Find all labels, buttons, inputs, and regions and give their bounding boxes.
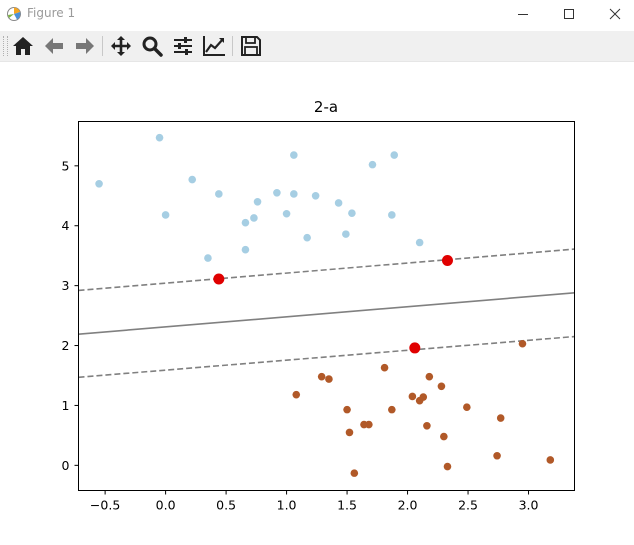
x-tick-label: 1.0 bbox=[277, 498, 297, 513]
y-tick-label: 3 bbox=[62, 278, 70, 293]
y-tick-label: 2 bbox=[62, 338, 70, 353]
class-a-point bbox=[241, 218, 250, 227]
toolbar-separator bbox=[232, 36, 233, 56]
class-b-point bbox=[365, 420, 373, 429]
class-a-point bbox=[282, 209, 291, 218]
maximize-button[interactable] bbox=[546, 0, 592, 28]
sliders-icon bbox=[174, 37, 192, 55]
navigation-toolbar bbox=[0, 31, 634, 62]
class-b-point bbox=[343, 405, 351, 414]
class-a-point bbox=[290, 190, 298, 198]
support-vector-point bbox=[409, 342, 421, 354]
floppy-disk-icon bbox=[241, 36, 261, 56]
matplotlib-logo-icon bbox=[7, 7, 21, 21]
arrow-right-icon bbox=[76, 38, 94, 54]
line-chart-icon bbox=[203, 36, 225, 56]
minimize-icon bbox=[518, 14, 528, 15]
x-tick-label: −0.5 bbox=[90, 498, 120, 513]
save-button[interactable] bbox=[238, 34, 264, 58]
tick-layer: −0.5 0.0 0.5 1.0 1.5 2.0 2.5 3.0 0 1 2 3 4 5 bbox=[62, 158, 539, 512]
margin-line-upper bbox=[78, 248, 575, 292]
subplots-button[interactable] bbox=[170, 34, 196, 58]
x-tick-label: 3.0 bbox=[519, 498, 539, 513]
y-tick-label: 5 bbox=[62, 158, 70, 173]
window-title: Figure 1 bbox=[27, 6, 76, 20]
class-a-point bbox=[342, 230, 350, 238]
class-a-point bbox=[161, 211, 170, 219]
x-tick-label: 1.5 bbox=[337, 498, 357, 513]
class-b-point bbox=[437, 382, 446, 391]
class-b-point bbox=[419, 393, 428, 401]
class-a-point bbox=[273, 188, 281, 197]
class-b-point bbox=[292, 390, 301, 399]
move-icon bbox=[111, 36, 131, 56]
class-a-point bbox=[253, 197, 262, 206]
y-tick-label: 1 bbox=[62, 398, 70, 413]
class-b-point bbox=[325, 375, 333, 383]
class-a-point bbox=[368, 160, 377, 169]
class-a-point bbox=[241, 245, 250, 254]
class-b-point bbox=[496, 414, 505, 422]
class-b-point bbox=[423, 422, 431, 430]
class-b-point bbox=[425, 372, 434, 381]
maximize-icon bbox=[564, 9, 574, 19]
home-icon bbox=[13, 37, 33, 55]
forward-button[interactable] bbox=[72, 34, 98, 58]
class-a-point bbox=[250, 214, 258, 222]
class-b-point bbox=[345, 428, 354, 437]
class-a-point bbox=[303, 233, 311, 242]
x-tick-label: 2.5 bbox=[458, 498, 478, 513]
home-button[interactable] bbox=[10, 34, 36, 58]
class-b-point bbox=[350, 469, 359, 477]
y-tick-label: 4 bbox=[62, 218, 70, 233]
class-b-point bbox=[463, 403, 471, 412]
chart-title: 2-a bbox=[314, 98, 338, 116]
plot-layer bbox=[78, 133, 575, 477]
magnifier-icon bbox=[142, 36, 163, 57]
margin-line-lower bbox=[78, 335, 575, 379]
class-b-point bbox=[317, 372, 326, 381]
close-icon bbox=[609, 8, 621, 20]
class-a-point bbox=[415, 238, 424, 247]
class-b-point bbox=[443, 462, 452, 471]
class-a-point bbox=[215, 190, 223, 198]
class-a-point bbox=[388, 211, 396, 219]
decision-boundary-line bbox=[78, 292, 575, 335]
zoom-button[interactable] bbox=[139, 34, 165, 58]
toolbar-grip bbox=[3, 36, 8, 56]
class-b-point bbox=[546, 456, 555, 464]
pan-button[interactable] bbox=[108, 34, 134, 58]
axes-frame bbox=[78, 121, 575, 491]
class-a-point bbox=[290, 151, 298, 159]
class-b-point bbox=[388, 405, 396, 414]
window-titlebar: Figure 1 bbox=[0, 0, 634, 28]
class-a-point bbox=[334, 199, 343, 207]
class-b-point bbox=[440, 432, 448, 441]
class-b-point bbox=[408, 392, 417, 401]
arrow-left-icon bbox=[45, 38, 63, 54]
toolbar-separator bbox=[102, 36, 103, 56]
class-b-point bbox=[518, 339, 527, 348]
class-a-point bbox=[348, 209, 356, 217]
back-button[interactable] bbox=[41, 34, 67, 58]
class-a-point bbox=[95, 179, 103, 188]
class-a-point bbox=[155, 133, 164, 142]
figure-canvas[interactable]: 2-a −0.5 0.0 0.5 1.0 1.5 2.0 2.5 3.0 0 1 2 3 4 5 bbox=[0, 62, 634, 541]
x-tick-label: 2.0 bbox=[398, 498, 418, 513]
minimize-button[interactable] bbox=[500, 0, 546, 28]
edit-axis-button[interactable] bbox=[201, 34, 227, 58]
x-tick-label: 0.5 bbox=[216, 498, 236, 513]
class-a-point bbox=[188, 175, 197, 184]
y-tick-label: 0 bbox=[62, 458, 70, 473]
close-button[interactable] bbox=[592, 0, 634, 28]
support-vector-point bbox=[441, 254, 453, 266]
class-b-point bbox=[493, 451, 501, 460]
support-vector-point bbox=[213, 273, 225, 285]
class-a-point bbox=[390, 151, 399, 159]
class-a-point bbox=[311, 191, 320, 200]
x-tick-label: 0.0 bbox=[156, 498, 176, 513]
class-b-point bbox=[380, 363, 389, 372]
scatter-chart: 2-a −0.5 0.0 0.5 1.0 1.5 2.0 2.5 3.0 0 1 2 3 4 5 bbox=[62, 98, 575, 513]
class-a-point bbox=[204, 254, 212, 262]
